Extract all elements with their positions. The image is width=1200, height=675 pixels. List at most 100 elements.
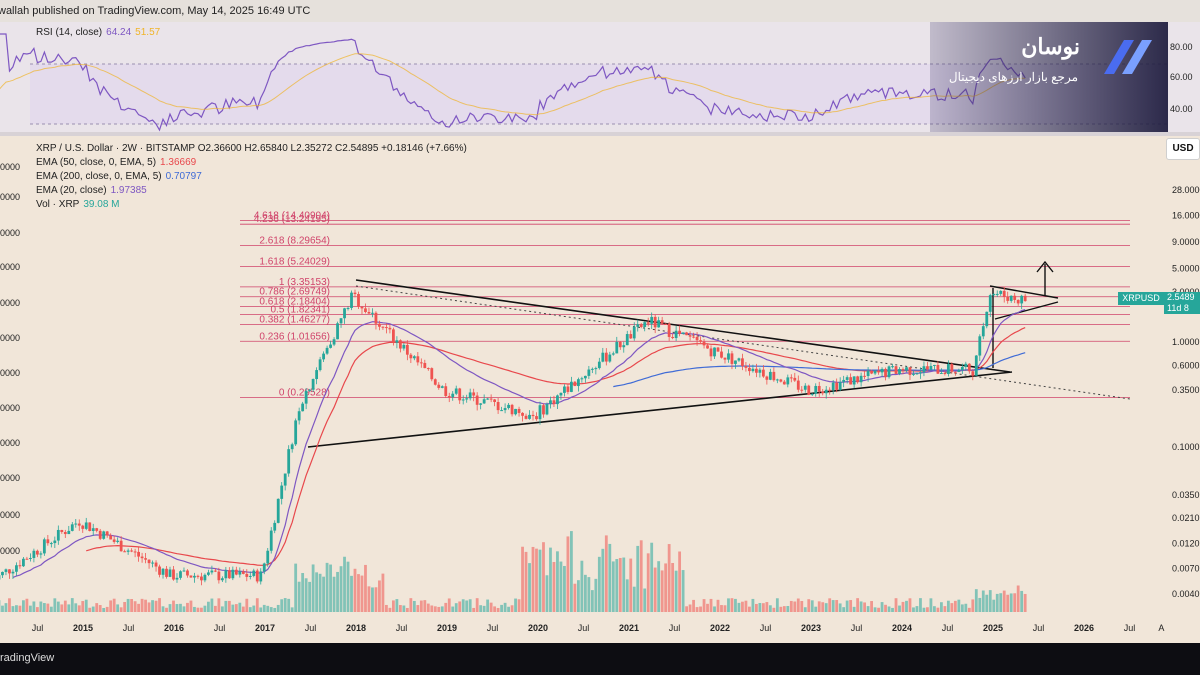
volume-bar [943, 606, 947, 612]
left-tick-label: 0000 [0, 162, 20, 172]
price-tick-label: 3.0000 [1172, 287, 1200, 297]
volume-bar [580, 560, 584, 612]
candle-body [789, 377, 793, 379]
candle-body [521, 412, 524, 416]
candle-body [632, 326, 636, 339]
volume-bar [158, 598, 161, 612]
volume-bar [563, 565, 566, 612]
candle-body [880, 368, 884, 373]
candle-body [761, 369, 765, 377]
candle-body [643, 322, 647, 327]
volume-bar [741, 601, 744, 612]
volume-bar [430, 605, 434, 612]
volume-bar [339, 566, 343, 612]
candle-body [283, 473, 287, 486]
volume-bar [960, 604, 964, 612]
volume-bar [388, 607, 392, 612]
volume-bar [974, 589, 978, 612]
candle-body [580, 378, 584, 380]
volume-bar [915, 606, 919, 612]
volume-bar [336, 571, 339, 612]
volume-bar [35, 607, 39, 612]
volume-bar [765, 602, 769, 612]
volume-bar [398, 605, 402, 612]
volume-bar [604, 535, 608, 612]
candle-body [364, 308, 367, 312]
left-tick-label: 0000 [0, 510, 20, 520]
volume-bar [751, 598, 755, 612]
volume-bar [207, 601, 210, 612]
fib-label: 4.236 (13.24195) [254, 214, 330, 225]
time-tick-label: 2019 [437, 623, 457, 633]
candle-body [758, 369, 762, 373]
volume-bar [70, 598, 74, 612]
volume-bar [165, 607, 168, 612]
rsi-line [0, 33, 1026, 132]
volume-bar [842, 607, 846, 612]
candle-body [395, 340, 399, 343]
left-tick-label: 0000 [0, 403, 20, 413]
volume-bar [664, 563, 668, 612]
candle-body [908, 367, 912, 375]
volume-bar [859, 601, 863, 612]
price-badge-price: 2.5489 [1167, 292, 1195, 302]
volume-bar [901, 601, 905, 612]
candles [0, 286, 1027, 586]
candle-body [601, 352, 605, 362]
volume-bar [953, 600, 957, 612]
volume-bar [259, 607, 263, 612]
volume-bar [367, 586, 371, 612]
volume-bar [964, 603, 968, 612]
candle-body [63, 531, 67, 535]
candle-body [957, 370, 961, 372]
ema-lines [12, 309, 1026, 578]
candle-body [273, 522, 277, 531]
candle-body [946, 364, 950, 374]
candle-body [220, 578, 224, 581]
volume-bar [678, 551, 682, 612]
volume-bar [374, 587, 378, 612]
rsi-label: RSI (14, close) [36, 27, 103, 38]
volume-bar [405, 607, 409, 612]
volume-bar [734, 598, 737, 612]
left-tick-label: 0000 [0, 262, 20, 272]
fib-label: 0.618 (2.18404) [259, 296, 330, 307]
volume-bar [611, 561, 615, 612]
pane-divider[interactable] [0, 132, 1200, 136]
volume-bar [629, 558, 633, 612]
candle-body [755, 368, 758, 373]
candle-body [479, 403, 483, 405]
candle-body [151, 562, 154, 564]
candle-body [894, 366, 898, 374]
volume-bar [315, 572, 319, 612]
candle-body [116, 540, 120, 542]
volume-bar [210, 598, 214, 612]
candle-body [730, 353, 734, 364]
volume-bar [559, 561, 563, 612]
candle-body [8, 569, 11, 574]
volume-bar [542, 542, 545, 612]
candle-body [102, 531, 106, 539]
time-tick-label: 2016 [164, 623, 184, 633]
currency-button[interactable]: USD [1166, 138, 1200, 160]
candle-body [486, 398, 490, 400]
candle-body [901, 369, 905, 371]
volume-bars [0, 531, 1027, 612]
candle-body [765, 376, 769, 380]
volume-bar [32, 601, 36, 612]
price-chart[interactable]: 4.618 (14.40904)4.236 (13.24195) 2.618 (8… [0, 136, 1200, 643]
volume-bar [922, 607, 926, 612]
volume-bar [451, 606, 455, 612]
candle-body [391, 329, 395, 343]
volume-bar [514, 598, 517, 612]
price-badge-countdown: 11d 8 [1167, 303, 1189, 313]
volume-bar [482, 605, 486, 612]
time-tick-label: 2021 [619, 623, 639, 633]
volume-bar [887, 606, 891, 612]
candle-body [182, 570, 186, 572]
candle-body [451, 393, 455, 398]
candle-body [625, 334, 629, 346]
volume-bar [175, 604, 179, 612]
time-tick-label: Jul [305, 623, 317, 633]
